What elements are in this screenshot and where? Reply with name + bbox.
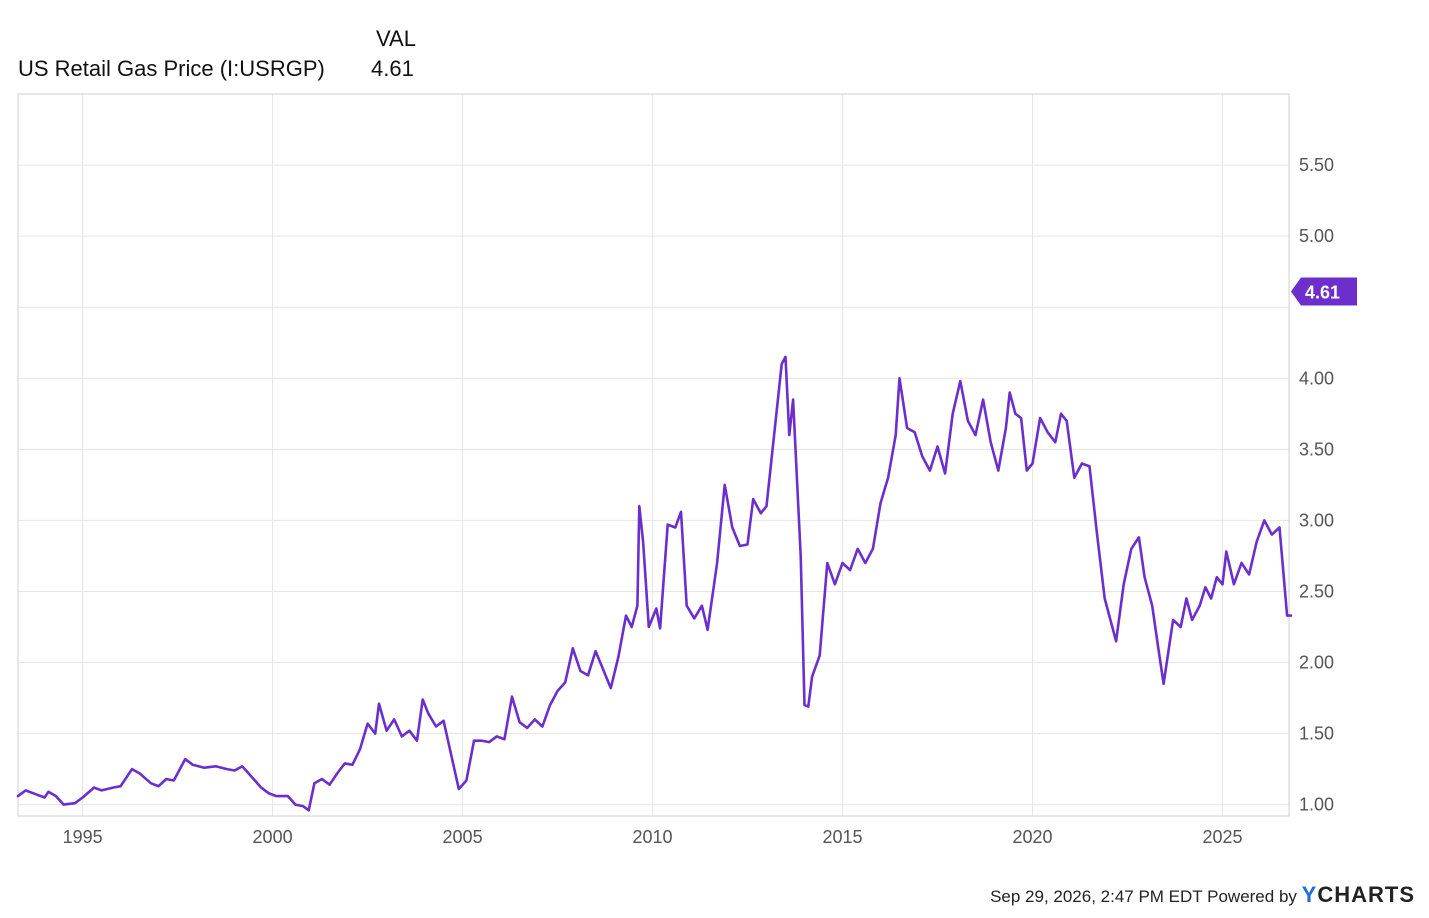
x-tick-label: 2005 — [443, 827, 483, 847]
legend-series-name[interactable]: US Retail Gas Price (I:USRGP) — [18, 56, 325, 81]
last-value-badge-label: 4.61 — [1305, 283, 1340, 303]
ycharts-logo-rest: CHARTS — [1317, 882, 1415, 907]
legend-series-value: 4.61 — [371, 56, 414, 81]
y-tick-label: 2.50 — [1299, 581, 1334, 601]
x-tick-label: 2025 — [1202, 827, 1242, 847]
gridlines — [18, 94, 1289, 816]
y-tick-label: 5.00 — [1299, 226, 1334, 246]
x-axis: 1995 2000 2005 2010 2015 2020 2025 — [63, 827, 1243, 847]
legend-value-header: VAL — [376, 26, 416, 51]
x-tick-label: 2020 — [1012, 827, 1052, 847]
x-tick-label: 2000 — [253, 827, 293, 847]
y-axis: 1.00 1.50 2.00 2.50 3.00 3.50 4.00 5.00 5.50 — [1299, 155, 1334, 815]
y-tick-label: 5.50 — [1299, 155, 1334, 175]
x-tick-label: 1995 — [63, 827, 103, 847]
y-tick-label: 4.00 — [1299, 368, 1334, 388]
y-tick-label: 3.00 — [1299, 510, 1334, 530]
y-tick-label: 3.50 — [1299, 439, 1334, 459]
x-tick-label: 2010 — [633, 827, 673, 847]
last-value-badge-shape — [1291, 277, 1357, 306]
footer: Sep 29, 2026, 2:47 PM EDT Powered by YCH… — [990, 882, 1415, 908]
series-line[interactable] — [16, 355, 1293, 812]
y-tick-label: 1.00 — [1299, 795, 1334, 815]
last-value-badge: 4.61 — [1291, 277, 1357, 306]
ycharts-logo-prefix: Y — [1301, 882, 1318, 907]
footer-timestamp: Sep 29, 2026, 2:47 PM EDT — [990, 887, 1203, 906]
plot-frame — [17, 93, 1290, 817]
x-tick-label: 2015 — [823, 827, 863, 847]
footer-powered-by: Powered by — [1207, 887, 1297, 906]
y-tick-label: 1.50 — [1299, 724, 1334, 744]
ycharts-logo[interactable]: YCHARTS — [1302, 882, 1415, 907]
y-tick-label: 2.00 — [1299, 653, 1334, 673]
